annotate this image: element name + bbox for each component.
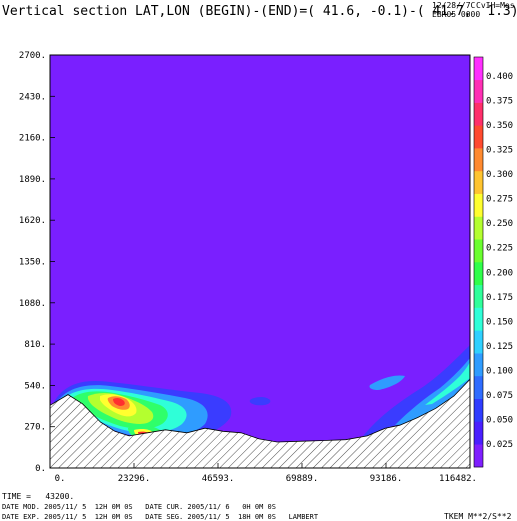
- y-tick-label: 0.: [35, 464, 46, 474]
- colorbar-label: 0.025: [486, 440, 513, 450]
- colorbar-label: 0.075: [486, 391, 513, 401]
- colorbar-swatch: [474, 284, 483, 308]
- colorbar-label: 0.050: [486, 415, 513, 425]
- colorbar-swatch: [474, 375, 483, 399]
- colorbar-label: 0.325: [486, 146, 513, 156]
- x-tick-label: 23296.: [118, 474, 151, 484]
- x-tick-label: 116482.: [439, 474, 477, 484]
- terrain: [49, 378, 471, 469]
- colorbar-swatch: [474, 102, 483, 126]
- colorbar-swatch: [474, 193, 483, 217]
- y-tick-label: 810.: [24, 340, 46, 350]
- contour-mid-blob: [249, 397, 271, 406]
- colorbar-swatch: [474, 398, 483, 422]
- x-tick-label: 0.: [55, 474, 66, 484]
- run-date-label: 12/28//7C: [432, 1, 476, 10]
- colorbar: 0.025 0.050 0.075 0.100 0.125 0.150 0.175 0.200…: [473, 56, 513, 468]
- y-tick-label: 1620.: [19, 216, 46, 226]
- contour-level-8: [113, 397, 125, 406]
- time-label: TIME = 43200.: [2, 492, 75, 501]
- colorbar-label: 0.275: [486, 195, 513, 205]
- date-line-1: DATE MOD. 2005/11/ 5 12H 0M 0S DATE CUR.…: [2, 503, 276, 511]
- colorbar-swatch: [474, 57, 483, 81]
- y-tick-label: 2430.: [19, 92, 46, 102]
- x-tick-label: 69889.: [286, 474, 319, 484]
- y-tick-label: 540.: [24, 381, 46, 391]
- y-tick-label: 1890.: [19, 175, 46, 185]
- contour-right-2: [395, 358, 470, 425]
- chart-title: Vertical section LAT,LON (BEGIN)-(END)=(…: [2, 4, 517, 19]
- colorbar-label: 0.200: [486, 268, 513, 278]
- colorbar-swatch: [474, 239, 483, 263]
- colorbar-label: 0.175: [486, 293, 513, 303]
- contour-right-top: [369, 375, 405, 390]
- variable-units-label: TKEM M**2/S**2: [444, 512, 512, 521]
- colorbar-swatch: [474, 262, 483, 286]
- colorbar-label: 0.125: [486, 342, 513, 352]
- y-tick-label: 270.: [24, 423, 46, 433]
- colorbar-label: 0.150: [486, 317, 513, 327]
- colorbar-label: 0.375: [486, 97, 513, 107]
- colorbar-label: 0.350: [486, 121, 513, 131]
- colorbar-swatch: [474, 148, 483, 172]
- colorbar-label: 0.100: [486, 366, 513, 376]
- y-tick-label: 2700.: [19, 51, 46, 61]
- colorbar-swatch: [474, 421, 483, 445]
- colorbar-swatch: [474, 170, 483, 194]
- y-tick-label: 2160.: [19, 134, 46, 144]
- colorbar-label: 0.300: [486, 170, 513, 180]
- date-line-2: DATE EXP. 2005/11/ 5 12H 0M 0S DATE SEG.…: [2, 513, 319, 521]
- x-tick-label: 93186.: [370, 474, 403, 484]
- colorbar-swatch: [474, 79, 483, 103]
- colorbar-swatch: [474, 444, 483, 468]
- colorbar-frame: [473, 56, 484, 468]
- colorbar-swatch: [474, 307, 483, 331]
- colorbar-swatch: [474, 353, 483, 377]
- model-label: CvIH=Mes: [476, 1, 515, 10]
- colorbar-label: 0.225: [486, 244, 513, 254]
- contour-right-3: [425, 362, 470, 405]
- colorbar-label: 0.250: [486, 219, 513, 229]
- experiment-id-label: EBR05 0000: [432, 10, 481, 19]
- colorbar-swatch: [474, 330, 483, 354]
- y-axis: 0. 270. 540. 810. 1080. 1350. 1620. 1890. 2160. 2…: [19, 51, 55, 474]
- x-axis: 0. 23296. 46593. 69889. 93186. 116482.: [49, 463, 477, 484]
- colorbar-swatch: [474, 125, 483, 149]
- y-tick-label: 1080.: [19, 299, 46, 309]
- y-tick-label: 1350.: [19, 258, 46, 268]
- x-tick-label: 46593.: [202, 474, 235, 484]
- colorbar-label: 0.400: [486, 72, 513, 82]
- colorbar-swatch: [474, 216, 483, 240]
